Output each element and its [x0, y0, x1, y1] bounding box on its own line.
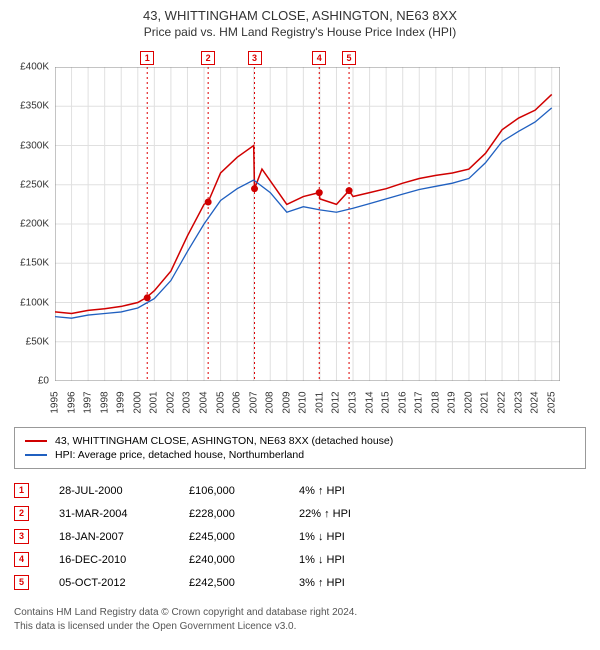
- x-tick-label: 2023: [513, 391, 524, 413]
- x-tick-label: 2006: [232, 391, 243, 413]
- event-price: £245,000: [189, 531, 299, 543]
- y-tick-label: £0: [38, 376, 49, 387]
- legend-label: 43, WHITTINGHAM CLOSE, ASHINGTON, NE63 8…: [55, 435, 393, 447]
- marker-label-4: 4: [312, 51, 326, 65]
- y-tick-label: £250K: [20, 179, 49, 190]
- event-row: 5 05-OCT-2012£242,5003% ↑ HPI: [14, 571, 586, 594]
- event-note: 1% ↓ HPI: [299, 531, 586, 543]
- y-tick-label: £400K: [20, 62, 49, 73]
- x-tick-label: 2008: [265, 391, 276, 413]
- event-date: 31-MAR-2004: [59, 508, 189, 520]
- x-tick-label: 2020: [463, 391, 474, 413]
- legend-row: HPI: Average price, detached house, Nort…: [25, 448, 575, 462]
- event-marker-3: 3: [14, 529, 29, 544]
- legend-row: 43, WHITTINGHAM CLOSE, ASHINGTON, NE63 8…: [25, 434, 575, 448]
- x-tick-label: 2018: [430, 391, 441, 413]
- y-tick-label: £200K: [20, 219, 49, 230]
- y-tick-label: £150K: [20, 258, 49, 269]
- event-price: £240,000: [189, 554, 299, 566]
- event-note: 22% ↑ HPI: [299, 508, 586, 520]
- event-row: 4 16-DEC-2010£240,0001% ↓ HPI: [14, 548, 586, 571]
- x-tick-label: 2019: [447, 391, 458, 413]
- event-date: 18-JAN-2007: [59, 531, 189, 543]
- x-tick-label: 2004: [199, 391, 210, 413]
- legend-swatch: [25, 440, 47, 442]
- x-tick-label: 1998: [99, 391, 110, 413]
- event-date: 05-OCT-2012: [59, 577, 189, 589]
- legend: 43, WHITTINGHAM CLOSE, ASHINGTON, NE63 8…: [14, 427, 586, 469]
- x-tick-label: 2015: [381, 391, 392, 413]
- x-tick-label: 2010: [298, 391, 309, 413]
- event-note: 1% ↓ HPI: [299, 554, 586, 566]
- x-tick-label: 2025: [546, 391, 557, 413]
- x-tick-label: 2005: [215, 391, 226, 413]
- event-marker-5: 5: [14, 575, 29, 590]
- event-price: £242,500: [189, 577, 299, 589]
- event-date: 16-DEC-2010: [59, 554, 189, 566]
- y-tick-label: £300K: [20, 140, 49, 151]
- marker-label-3: 3: [248, 51, 262, 65]
- event-row: 1 28-JUL-2000£106,0004% ↑ HPI: [14, 479, 586, 502]
- event-note: 4% ↑ HPI: [299, 485, 586, 497]
- chart-title: 43, WHITTINGHAM CLOSE, ASHINGTON, NE63 8…: [0, 8, 600, 23]
- x-tick-label: 2013: [348, 391, 359, 413]
- x-tick-label: 2014: [364, 391, 375, 413]
- x-tick-label: 2011: [314, 392, 325, 414]
- footer: Contains HM Land Registry data © Crown c…: [14, 606, 586, 633]
- x-tick-label: 2009: [281, 391, 292, 413]
- y-tick-label: £350K: [20, 101, 49, 112]
- x-tick-label: 2016: [397, 391, 408, 413]
- marker-label-5: 5: [342, 51, 356, 65]
- plot-region: £0£50K£100K£150K£200K£250K£300K£350K£400…: [55, 67, 560, 381]
- event-price: £228,000: [189, 508, 299, 520]
- x-tick-label: 2003: [182, 391, 193, 413]
- event-date: 28-JUL-2000: [59, 485, 189, 497]
- legend-swatch: [25, 454, 47, 456]
- x-tick-label: 2017: [414, 391, 425, 413]
- x-tick-label: 2001: [149, 391, 160, 413]
- x-tick-label: 1999: [116, 391, 127, 413]
- chart-subtitle: Price paid vs. HM Land Registry's House …: [0, 25, 600, 39]
- y-tick-label: £50K: [26, 336, 49, 347]
- x-tick-label: 2007: [248, 391, 259, 413]
- x-tick-label: 2000: [132, 391, 143, 413]
- x-tick-label: 1996: [66, 391, 77, 413]
- chart-area: £0£50K£100K£150K£200K£250K£300K£350K£400…: [55, 51, 560, 421]
- event-row: 2 31-MAR-2004£228,00022% ↑ HPI: [14, 502, 586, 525]
- title-block: 43, WHITTINGHAM CLOSE, ASHINGTON, NE63 8…: [0, 0, 600, 43]
- events-table: 1 28-JUL-2000£106,0004% ↑ HPI 2 31-MAR-2004…: [14, 479, 586, 594]
- x-tick-label: 2024: [530, 391, 541, 413]
- event-marker-1: 1: [14, 483, 29, 498]
- x-tick-label: 1997: [83, 391, 94, 413]
- footer-line-1: Contains HM Land Registry data © Crown c…: [14, 606, 586, 620]
- event-note: 3% ↑ HPI: [299, 577, 586, 589]
- footer-line-2: This data is licensed under the Open Gov…: [14, 620, 586, 634]
- x-tick-label: 2012: [331, 391, 342, 413]
- y-tick-label: £100K: [20, 297, 49, 308]
- event-price: £106,000: [189, 485, 299, 497]
- x-tick-label: 1995: [50, 391, 61, 413]
- legend-label: HPI: Average price, detached house, Nort…: [55, 449, 304, 461]
- event-marker-2: 2: [14, 506, 29, 521]
- x-tick-label: 2021: [480, 391, 491, 413]
- chart-container: 43, WHITTINGHAM CLOSE, ASHINGTON, NE63 8…: [0, 0, 600, 650]
- marker-label-1: 1: [140, 51, 154, 65]
- x-tick-label: 2002: [165, 391, 176, 413]
- event-row: 3 18-JAN-2007£245,0001% ↓ HPI: [14, 525, 586, 548]
- marker-label-2: 2: [201, 51, 215, 65]
- x-tick-label: 2022: [497, 391, 508, 413]
- event-marker-4: 4: [14, 552, 29, 567]
- plot-svg: [55, 67, 560, 381]
